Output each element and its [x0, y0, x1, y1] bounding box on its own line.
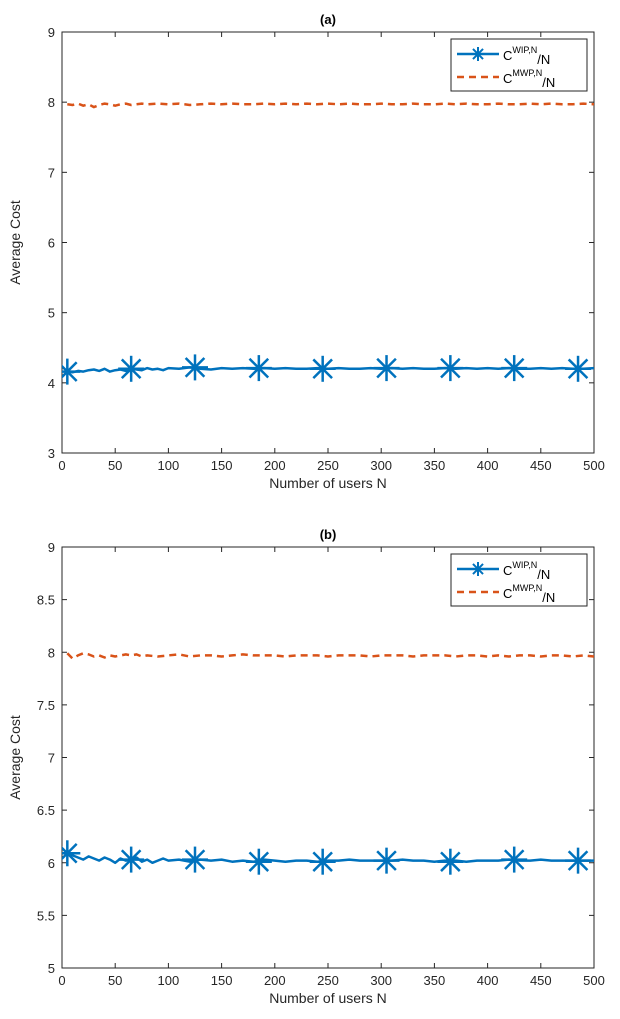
legend-entry-mwp: CMWP,N/N [457, 583, 555, 605]
legend-label-suffix: /N [542, 590, 555, 605]
y-tick-label: 8 [48, 645, 55, 660]
legend-entry-wip: CWIP,N/N [457, 560, 550, 582]
data-point-marker [565, 355, 592, 382]
y-tick-label: 5 [48, 306, 55, 321]
legend-label: CMWP,N/N [503, 68, 555, 90]
y-axis-label: Average Cost [7, 715, 23, 800]
legend-label-suffix: /N [537, 52, 550, 67]
x-axis-label: Number of users N [269, 990, 386, 1006]
y-axis-label: Average Cost [7, 200, 23, 285]
y-tick-label: 7 [48, 751, 55, 766]
chart-title: (a) [320, 12, 336, 27]
x-axis-label: Number of users N [269, 475, 386, 491]
x-tick-label: 250 [317, 973, 339, 988]
data-point-marker [437, 848, 464, 875]
data-point-marker [182, 846, 208, 873]
x-tick-label: 150 [211, 973, 233, 988]
legend-label: CWIP,N/N [503, 45, 550, 67]
x-tick-label: 100 [158, 458, 180, 473]
legend-entry-mwp: CMWP,N/N [457, 68, 555, 90]
y-tick-label: 6 [48, 856, 55, 871]
chart-panel-b: (b) 0 50 100 150 200 250 300 350 400 450 500 5 5.5 6 6.… [7, 527, 605, 1006]
x-tick-label: 500 [583, 973, 605, 988]
x-tick-label: 200 [264, 973, 286, 988]
plot-area [61, 546, 595, 969]
legend-label-base: C [503, 71, 512, 86]
x-tick-label: 300 [370, 458, 392, 473]
chart-panel-a: (a) 0 50 100 150 200 250 300 350 400 450 500 3 4 5 6 7 8 9… [7, 12, 605, 491]
legend-entry-wip: CWIP,N/N [457, 45, 550, 67]
legend-label-suffix: /N [537, 567, 550, 582]
data-point-marker [501, 355, 528, 382]
x-tick-label: 0 [58, 973, 65, 988]
data-point-marker [62, 358, 81, 385]
y-tick-label: 4 [48, 376, 55, 391]
legend-box [450, 553, 588, 607]
series-line [66, 652, 594, 660]
x-tick-label: 50 [108, 973, 122, 988]
data-point-marker [118, 355, 145, 382]
y-tick-label: 6.5 [37, 803, 55, 818]
x-tick-label: 50 [108, 458, 122, 473]
series-wip [62, 840, 594, 875]
x-tick-label: 100 [158, 973, 180, 988]
chart-title: (b) [320, 527, 337, 542]
x-tick-label: 0 [58, 458, 65, 473]
legend-label-suffix: /N [542, 75, 555, 90]
legend-label-sup: WIP,N [512, 45, 537, 55]
legend-label-sup: WIP,N [512, 560, 537, 570]
data-point-marker [309, 848, 336, 875]
y-tick-label: 5.5 [37, 908, 55, 923]
legend-label: CWIP,N/N [503, 560, 550, 582]
data-point-marker [62, 840, 81, 867]
x-tick-label: 250 [317, 458, 339, 473]
x-tick-label: 300 [370, 973, 392, 988]
legend-box [450, 38, 588, 92]
x-tick-label: 350 [424, 973, 446, 988]
series-mwp [66, 652, 594, 660]
y-tick-label: 9 [48, 540, 55, 555]
y-tick-label: 9 [48, 25, 55, 40]
x-tick-label: 350 [424, 458, 446, 473]
plot-area [61, 31, 595, 454]
y-tick-label: 7 [48, 165, 55, 180]
y-tick-label: 8.5 [37, 593, 55, 608]
series-wip [62, 354, 594, 385]
legend-marker [471, 562, 485, 576]
data-point-marker [245, 355, 272, 382]
data-point-marker [437, 355, 464, 382]
legend-marker [471, 47, 485, 61]
legend-label-sup: MWP,N [512, 583, 542, 593]
legend-label-sup: MWP,N [512, 68, 542, 78]
data-point-marker [182, 354, 208, 381]
x-tick-label: 500 [583, 458, 605, 473]
data-point-marker [373, 847, 400, 874]
data-point-marker [245, 848, 272, 875]
x-tick-label: 200 [264, 458, 286, 473]
legend-label: CMWP,N/N [503, 583, 555, 605]
y-tick-label: 7.5 [37, 698, 55, 713]
x-tick-label: 400 [477, 458, 499, 473]
data-point-marker [118, 846, 145, 873]
y-tick-label: 5 [48, 961, 55, 976]
x-tick-label: 450 [530, 458, 552, 473]
data-point-marker [501, 846, 528, 873]
series-mwp [67, 102, 594, 109]
legend-label-base: C [503, 563, 512, 578]
data-point-marker [373, 355, 400, 382]
y-tick-label: 3 [48, 446, 55, 461]
x-tick-label: 150 [211, 458, 233, 473]
series-line [67, 102, 594, 109]
x-tick-label: 400 [477, 973, 499, 988]
y-tick-label: 6 [48, 236, 55, 251]
legend-label-base: C [503, 586, 512, 601]
x-tick-label: 450 [530, 973, 552, 988]
y-tick-label: 8 [48, 95, 55, 110]
data-point-marker [565, 847, 592, 874]
data-point-marker [309, 355, 336, 382]
legend-label-base: C [503, 48, 512, 63]
